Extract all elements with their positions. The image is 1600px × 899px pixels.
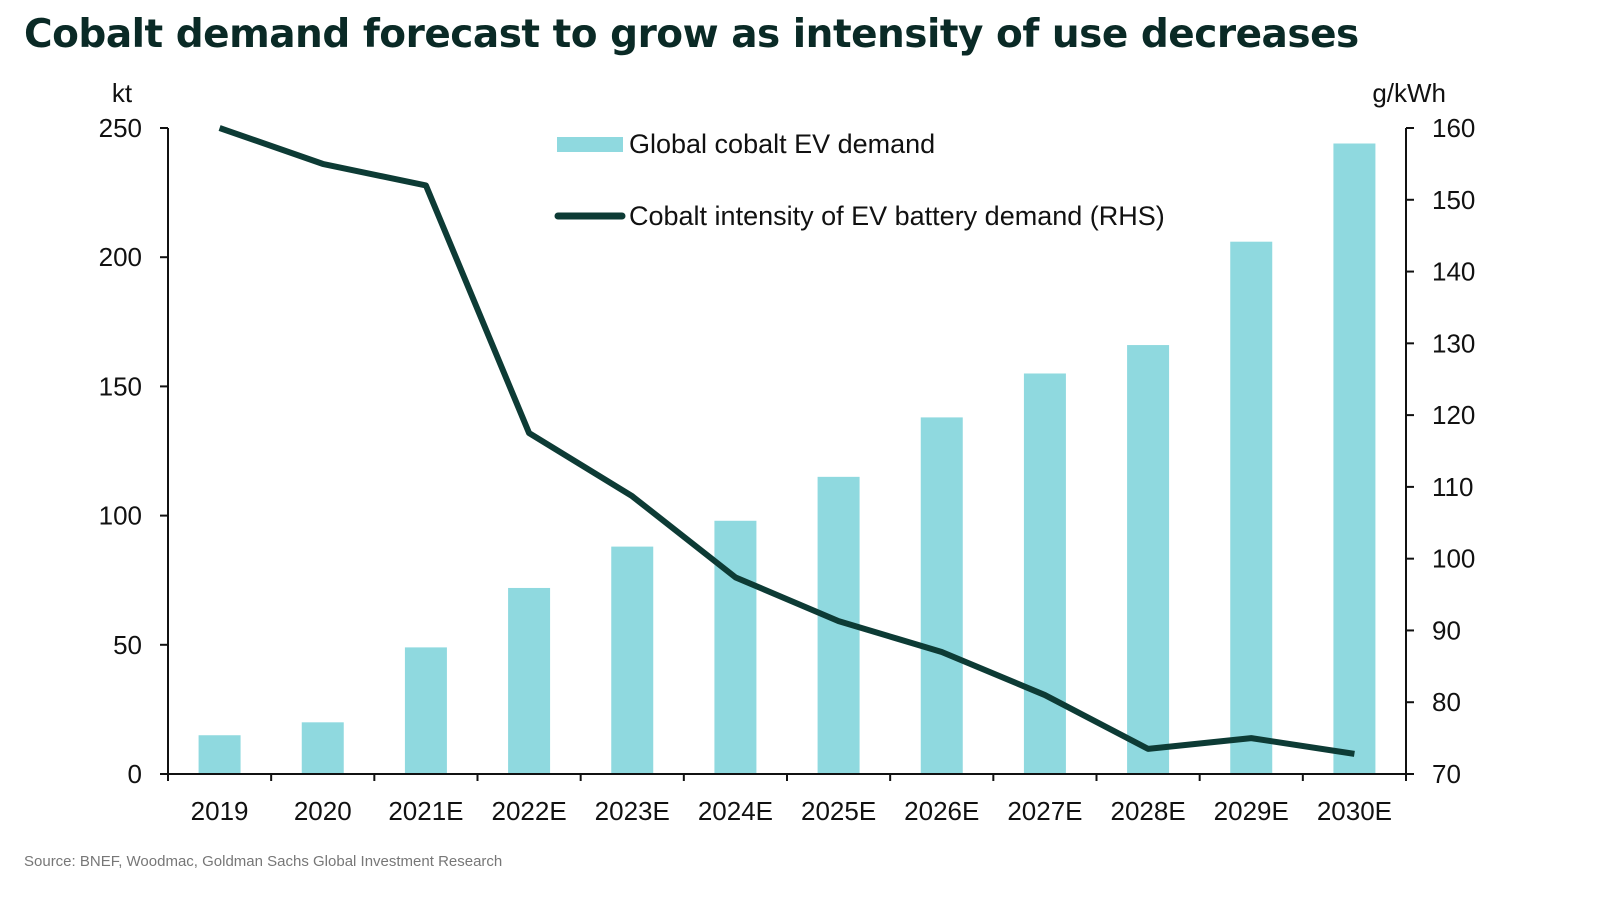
bar [1023,373,1066,774]
x-tick-label: 2023E [595,796,670,826]
right-tick-label: 130 [1432,328,1475,358]
x-tick-label: 2019 [191,796,249,826]
x-tick-label: 2021E [388,796,463,826]
bar [508,587,551,774]
right-tick-label: 140 [1432,257,1475,287]
bar [404,647,447,774]
left-tick-label: 50 [113,630,142,660]
bar [1333,143,1376,774]
intensity-line [218,125,1355,757]
right-tick-label: 80 [1432,687,1461,717]
left-tick-label: 200 [99,242,142,272]
legend-swatch-bar [557,137,623,152]
bar [198,735,241,774]
x-tick-label: 2022E [491,796,566,826]
right-tick-label: 120 [1432,400,1475,430]
right-axis-unit: g/kWh [1372,78,1446,108]
source-note: Source: BNEF, Woodmac, Goldman Sachs Glo… [24,853,503,870]
left-tick-label: 250 [99,113,142,143]
x-tick-label: 2027E [1007,796,1082,826]
right-tick-label: 110 [1432,472,1473,502]
left-axis-unit: kt [112,78,133,108]
x-tick-label: 2020 [294,796,352,826]
bar [714,520,757,774]
x-tick-label: 2026E [904,796,979,826]
right-tick-label: 90 [1432,615,1461,645]
legend-label-line: Cobalt intensity of EV battery demand (R… [629,201,1165,231]
right-tick-label: 100 [1432,544,1475,574]
left-tick-label: 150 [99,371,142,401]
right-tick-label: 150 [1432,185,1475,215]
x-tick-label: 2028E [1110,796,1185,826]
x-tick-label: 2029E [1214,796,1289,826]
left-tick-label: 0 [128,759,142,789]
bar [301,722,344,774]
left-tick-label: 100 [99,501,142,531]
bar [1230,241,1273,775]
bar [611,546,654,774]
x-tick-label: 2025E [801,796,876,826]
right-tick-label: 70 [1432,759,1461,789]
right-tick-label: 160 [1432,113,1475,143]
x-tick-label: 2024E [698,796,773,826]
bar [920,417,963,774]
chart-title: Cobalt demand forecast to grow as intens… [24,12,1359,57]
bar [1127,345,1170,774]
x-tick-label: 2030E [1317,796,1392,826]
legend-label-bar: Global cobalt EV demand [629,129,935,159]
